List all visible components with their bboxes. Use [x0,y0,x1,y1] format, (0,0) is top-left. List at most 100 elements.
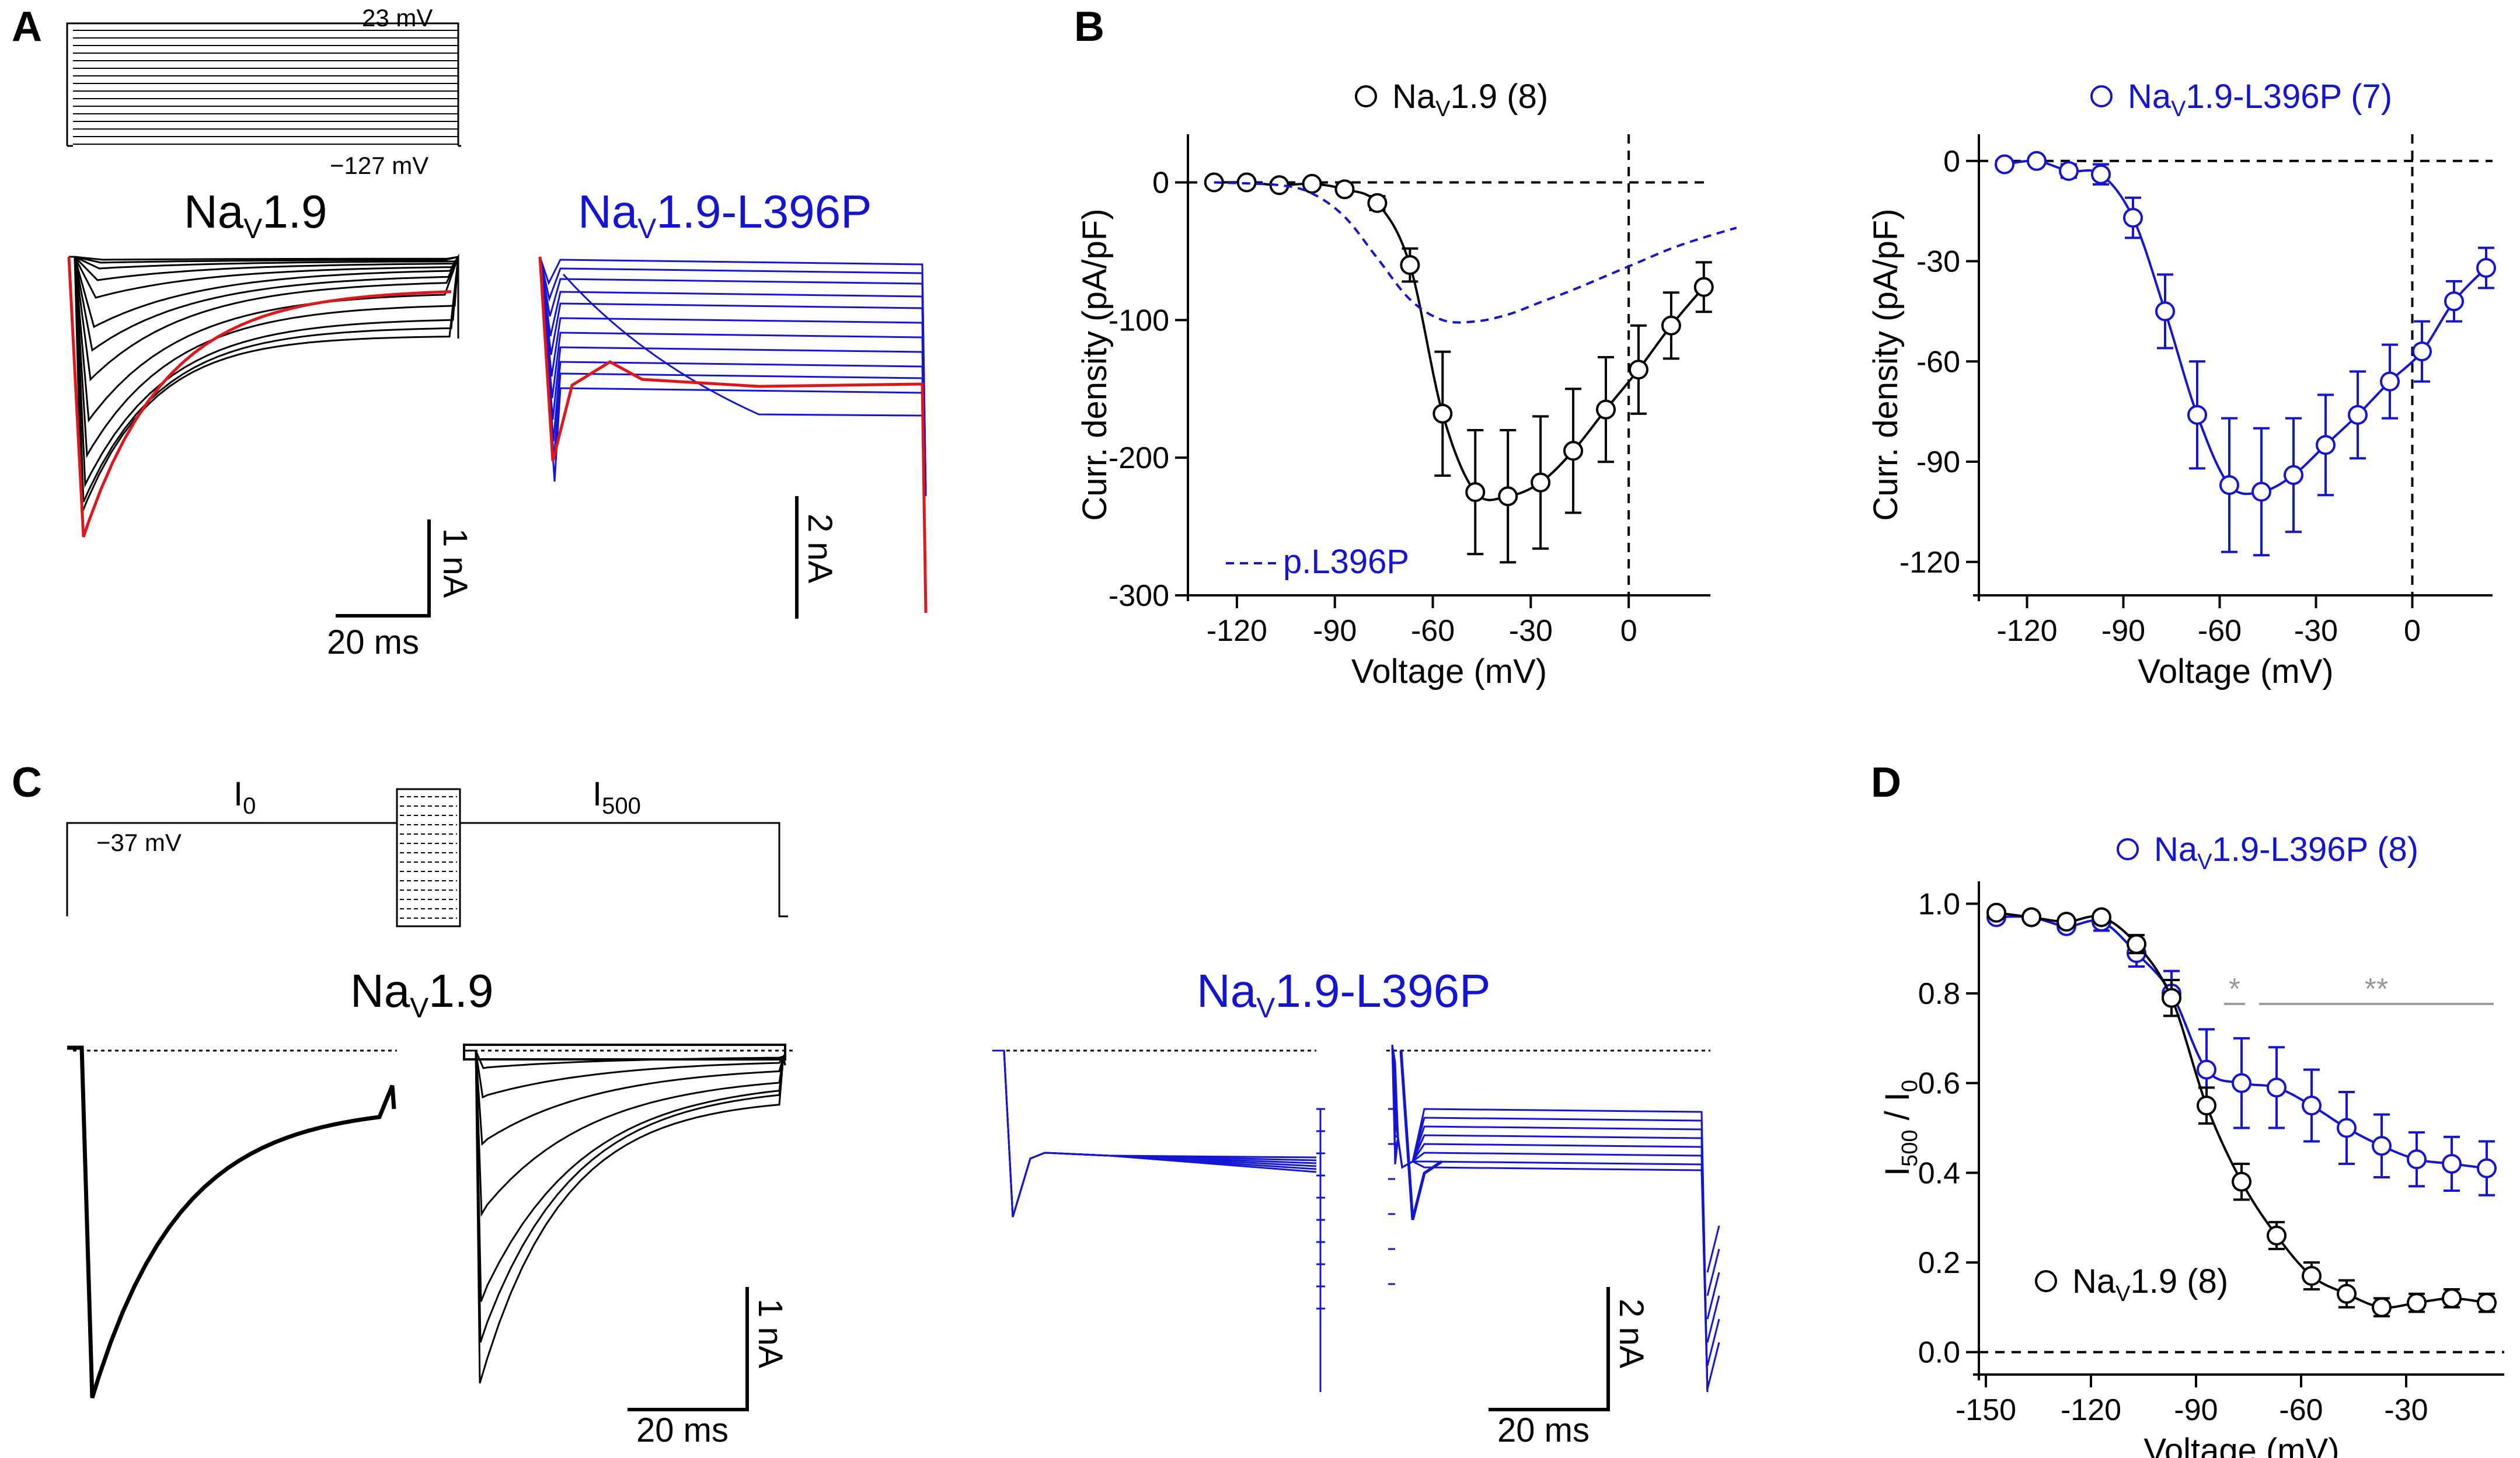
data-point [2412,341,2432,362]
wt-trace [69,256,459,382]
data-point [2348,404,2368,425]
x-tick-label: -90 [1313,614,1357,648]
series-line [1214,181,1737,324]
c-i500-label: I500 [592,775,641,819]
x-tick-label: -60 [2279,1393,2323,1427]
significance-label: ** [2365,972,2388,1006]
x-tick-label: -150 [1956,1393,2016,1427]
data-point [2232,1171,2251,1192]
wt-trace [69,254,459,339]
legend-wt-marker [2035,1270,2057,1292]
wt-i500-trace [464,1049,786,1343]
data-point [2219,475,2239,496]
data-point [2197,1059,2216,1080]
mut-i0-trace [992,1049,1317,1218]
chart-b-right: -120 -90 -60 -30 0 0 -30 -60 -90 -120 Voltage (mV)… [1867,78,2496,690]
wt-trace [69,253,459,339]
wt-trace-highlight [67,256,452,538]
mut-i500-trace [1391,1044,1709,1393]
c-wt-scale-bar [628,1287,749,1411]
data-point [2372,1297,2392,1317]
data-point [2477,1158,2497,1178]
c-mut-title: NaV1.9-L396P [1197,965,1490,1024]
data-point [2442,1153,2462,1174]
data-point [1628,360,1648,380]
x-tick-label: 0 [1620,614,1637,648]
x-tick-label: -30 [2294,614,2338,648]
wt-i500-trace [464,1049,786,1099]
data-point [1334,179,1355,200]
x-tick-label: -60 [1411,614,1455,648]
panel-label-c: C [12,759,42,806]
data-point [2407,1293,2427,1313]
series-line [2004,159,2487,496]
y-axis-label: I500 / I0 [1878,1080,1922,1176]
data-point [2197,1096,2216,1116]
c-wt-scale-x: 20 ms [636,1411,729,1449]
legend-mut-marker [2090,85,2113,107]
chart-d: -150 -120 -90 -60 -30 0.0 0.2 0.4 0.6 0.8 1.0 Volta… [1878,831,2504,1458]
y-tick-label: 1.0 [1918,887,1960,921]
y-tick-label: 0.8 [1918,977,1960,1011]
data-point [2021,907,2041,927]
x-tick-label: -120 [2061,1393,2121,1427]
data-point [2337,1118,2357,1138]
y-tick-label: 0 [1943,145,1960,179]
data-point [1498,486,1518,507]
data-point [1302,173,1322,194]
data-point [2302,1266,2322,1286]
c-mut-scale-y: 2 nA [1612,1299,1650,1369]
c-i0-label: I0 [233,775,256,819]
x-tick-label: -30 [1509,614,1553,648]
wt-i500-trace [464,1049,786,1146]
legend-wt: NaV1.9 (8) [2072,1262,2228,1306]
wt-i500-trace [464,1049,786,1218]
mut-i0-trace [992,1049,1317,1218]
wt-trace [69,253,459,339]
data-point [2476,257,2496,278]
mut-i0-trace [992,1049,1317,1218]
data-point [1693,277,1714,297]
mut-i0-trace [992,1049,1317,1218]
y-tick-label: -90 [1916,445,1960,479]
data-point [1367,193,1388,213]
wt-trace [69,253,459,339]
a-wt-scale-x: 20 ms [327,623,419,661]
protocol-outline [66,822,788,918]
a-mut-scale-y: 2 nA [801,514,839,584]
mut-trace-highlight [538,256,928,613]
mut-i500-trace [1399,1050,1443,1220]
a-wt-scale-y: 1 nA [436,528,474,598]
wt-trace [69,256,459,339]
data-point [1465,482,1486,503]
data-point [2251,482,2271,502]
x-axis-label: Voltage (mV) [2138,653,2333,690]
a-mut-title: NaV1.9-L396P [578,186,872,245]
wt-trace [69,256,459,458]
x-tick-label: -120 [1996,614,2057,648]
data-point [1400,255,1420,275]
x-axis-label: Voltage (mV) [1351,653,1547,690]
y-tick-label: -30 [1916,245,1960,279]
data-point [2442,1288,2462,1309]
legend-mut: NaV1.9-L396P (8) [2154,831,2418,874]
data-point [2380,371,2400,392]
a-mut-traces [538,256,928,613]
data-point [2232,1073,2251,1093]
y-tick-label: -200 [1109,441,1169,475]
y-tick-label: 0.4 [1918,1156,1960,1190]
data-point [2267,1225,2287,1246]
data-point [1432,403,1453,424]
wt-trace [69,256,459,503]
series-line [1214,181,1705,501]
panel-label-b: B [1074,4,1104,50]
data-point [2027,151,2047,171]
data-point [2284,465,2303,485]
data-point [1563,441,1584,461]
x-tick-label: -90 [2101,614,2145,648]
x-tick-label: -90 [2174,1393,2218,1427]
a-wt-traces [67,253,459,538]
wt-trace [69,256,459,423]
